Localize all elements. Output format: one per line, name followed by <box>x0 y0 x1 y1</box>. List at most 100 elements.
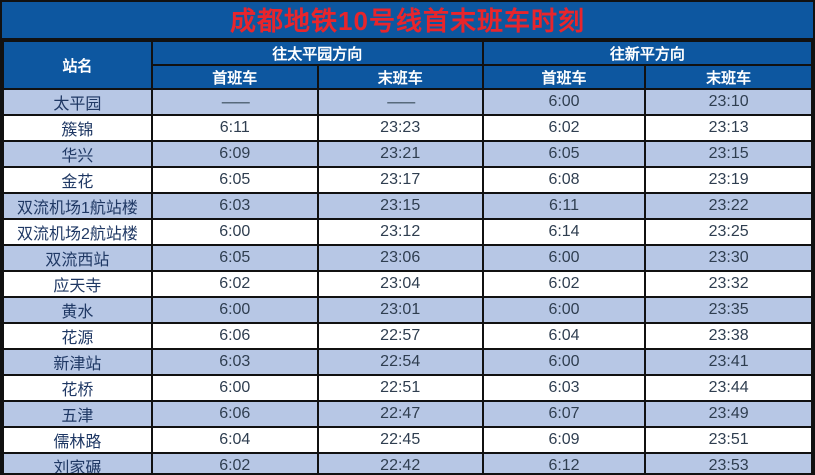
time-cell: 6:05 <box>481 140 647 168</box>
table-row: 新津站 6:03 22:54 6:00 23:41 <box>2 348 813 376</box>
table-row: 双流机场2航站楼 6:00 23:12 6:14 23:25 <box>2 218 813 246</box>
table-row: 华兴 6:09 23:21 6:05 23:15 <box>2 140 813 168</box>
time-cell: 23:41 <box>644 348 813 376</box>
station-name-cell: 黄水 <box>2 296 153 324</box>
table-row: 双流西站 6:05 23:06 6:00 23:30 <box>2 244 813 272</box>
table-row: 儒林路 6:04 22:45 6:09 23:51 <box>2 426 813 454</box>
station-name-cell: 花桥 <box>2 374 153 402</box>
time-cell: 23:12 <box>316 218 484 246</box>
station-name-cell: 应天寺 <box>2 270 153 298</box>
time-cell: 6:03 <box>150 348 319 376</box>
time-cell: 22:51 <box>316 374 484 402</box>
no-service-dash: —— <box>150 88 319 116</box>
col-header-first-train-xinping: 首班车 <box>481 64 647 90</box>
time-cell: 6:09 <box>481 426 647 454</box>
table-row: 花桥 6:00 22:51 6:03 23:44 <box>2 374 813 402</box>
table-row: 五津 6:06 22:47 6:07 23:49 <box>2 400 813 428</box>
col-header-direction-xinping: 往新平方向 <box>481 40 813 66</box>
station-name-cell: 双流西站 <box>2 244 153 272</box>
col-header-last-train-xinping: 末班车 <box>644 64 813 90</box>
time-cell: 22:45 <box>316 426 484 454</box>
station-name-cell: 双流机场2航站楼 <box>2 218 153 246</box>
station-name-cell: 金花 <box>2 166 153 194</box>
time-cell: 22:47 <box>316 400 484 428</box>
time-cell: 23:23 <box>316 114 484 142</box>
time-cell: 6:07 <box>481 400 647 428</box>
table-row: 花源 6:06 22:57 6:04 23:38 <box>2 322 813 350</box>
time-cell: 6:11 <box>481 192 647 220</box>
time-cell: 23:25 <box>644 218 813 246</box>
time-cell: 23:35 <box>644 296 813 324</box>
time-cell: 6:06 <box>150 322 319 350</box>
time-cell: 6:11 <box>150 114 319 142</box>
time-cell: 23:15 <box>316 192 484 220</box>
time-cell: 6:00 <box>481 88 647 116</box>
time-cell: 23:49 <box>644 400 813 428</box>
table-row: 金花 6:05 23:17 6:08 23:19 <box>2 166 813 194</box>
time-cell: 6:04 <box>481 322 647 350</box>
time-cell: 23:13 <box>644 114 813 142</box>
table-row: 黄水 6:00 23:01 6:00 23:35 <box>2 296 813 324</box>
time-cell: 6:05 <box>150 166 319 194</box>
col-header-station: 站名 <box>2 40 153 90</box>
time-cell: 23:30 <box>644 244 813 272</box>
timetable-body: 太平园 —— —— 6:00 23:10 簇锦 6:11 23:23 6:02 23:13 华兴 6:… <box>2 88 813 473</box>
time-cell: 6:09 <box>150 140 319 168</box>
table-row: 太平园 —— —— 6:00 23:10 <box>2 88 813 116</box>
timetable-table: 站名 往太平园方向 往新平方向 首班车 末班车 首班车 末班车 太平园 —— —— 6… <box>2 40 813 473</box>
station-name-cell: 花源 <box>2 322 153 350</box>
table-row: 应天寺 6:02 23:04 6:02 23:32 <box>2 270 813 298</box>
col-header-direction-taipingyuan: 往太平园方向 <box>150 40 484 66</box>
time-cell: 6:00 <box>150 374 319 402</box>
time-cell: 23:53 <box>644 452 813 473</box>
time-cell: 23:04 <box>316 270 484 298</box>
time-cell: 23:51 <box>644 426 813 454</box>
time-cell: 6:00 <box>150 296 319 324</box>
time-cell: 22:54 <box>316 348 484 376</box>
time-cell: 6:00 <box>481 296 647 324</box>
time-cell: 23:19 <box>644 166 813 194</box>
time-cell: 6:14 <box>481 218 647 246</box>
time-cell: 6:08 <box>481 166 647 194</box>
time-cell: 23:06 <box>316 244 484 272</box>
time-cell: 23:21 <box>316 140 484 168</box>
time-cell: 23:17 <box>316 166 484 194</box>
time-cell: 6:00 <box>150 218 319 246</box>
time-cell: 22:42 <box>316 452 484 473</box>
time-cell: 6:02 <box>150 270 319 298</box>
page-title: 成都地铁10号线首末班车时刻 <box>2 2 813 40</box>
time-cell: 23:15 <box>644 140 813 168</box>
time-cell: 23:10 <box>644 88 813 116</box>
time-cell: 23:01 <box>316 296 484 324</box>
no-service-dash: —— <box>316 88 484 116</box>
station-name-cell: 儒林路 <box>2 426 153 454</box>
time-cell: 23:38 <box>644 322 813 350</box>
table-row: 刘家碾 6:02 22:42 6:12 23:53 <box>2 452 813 473</box>
time-cell: 6:02 <box>481 114 647 142</box>
time-cell: 6:05 <box>150 244 319 272</box>
station-name-cell: 新津站 <box>2 348 153 376</box>
station-name-cell: 五津 <box>2 400 153 428</box>
col-header-last-train-taipingyuan: 末班车 <box>316 64 484 90</box>
time-cell: 6:02 <box>150 452 319 473</box>
station-name-cell: 簇锦 <box>2 114 153 142</box>
col-header-first-train-taipingyuan: 首班车 <box>150 64 319 90</box>
time-cell: 22:57 <box>316 322 484 350</box>
station-name-cell: 双流机场1航站楼 <box>2 192 153 220</box>
time-cell: 6:00 <box>481 244 647 272</box>
table-row: 簇锦 6:11 23:23 6:02 23:13 <box>2 114 813 142</box>
time-cell: 6:02 <box>481 270 647 298</box>
time-cell: 23:22 <box>644 192 813 220</box>
time-cell: 23:44 <box>644 374 813 402</box>
timetable-header: 站名 往太平园方向 往新平方向 首班车 末班车 首班车 末班车 <box>2 40 813 90</box>
station-name-cell: 刘家碾 <box>2 452 153 473</box>
time-cell: 23:32 <box>644 270 813 298</box>
table-row: 双流机场1航站楼 6:03 23:15 6:11 23:22 <box>2 192 813 220</box>
station-name-cell: 华兴 <box>2 140 153 168</box>
time-cell: 6:03 <box>481 374 647 402</box>
time-cell: 6:06 <box>150 400 319 428</box>
time-cell: 6:03 <box>150 192 319 220</box>
station-name-cell: 太平园 <box>2 88 153 116</box>
time-cell: 6:00 <box>481 348 647 376</box>
